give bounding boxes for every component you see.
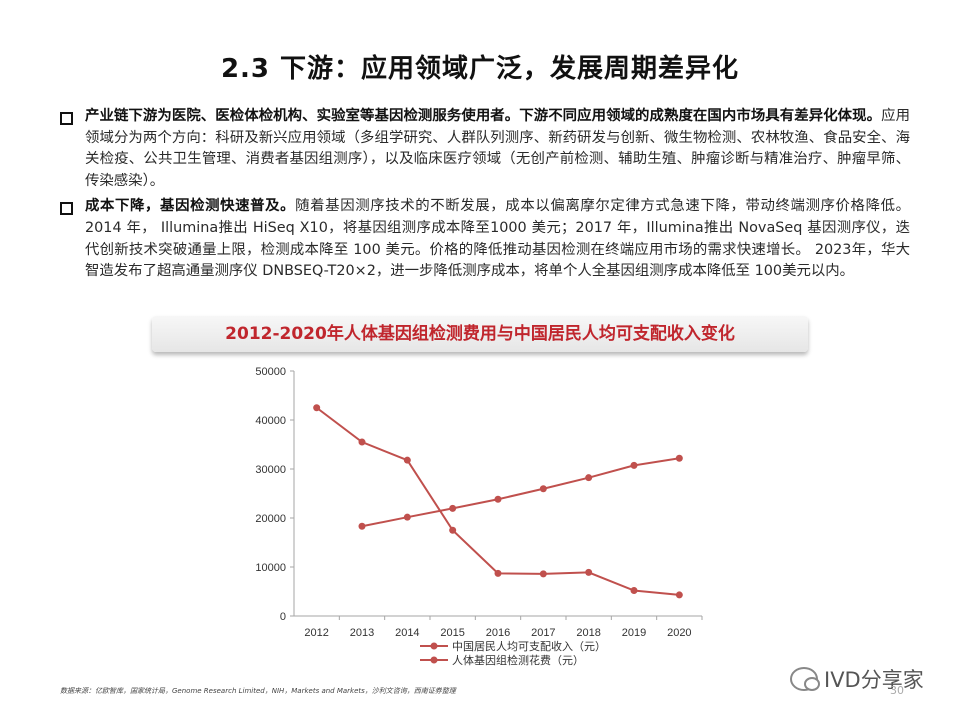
x-tick-label: 2016 (486, 627, 510, 639)
legend-marker-2 (430, 656, 438, 664)
series-point-2 (313, 404, 321, 412)
bullet-item-downstream: 产业链下游为医院、医检体检机构、实验室等基因检测服务使用者。下游不同应用领域的成… (60, 106, 910, 192)
square-bullet-icon (60, 112, 73, 125)
series-point-1 (494, 495, 502, 503)
series-point-1 (358, 522, 366, 530)
legend-label-2: 人体基因组检测花费（元） (452, 653, 584, 667)
y-tick-label: 0 (280, 611, 286, 623)
series-point-1 (675, 454, 683, 462)
wechat-logo-icon (790, 667, 820, 691)
watermark-text: IVD分享家 (824, 668, 924, 692)
x-tick-label: 2013 (350, 627, 374, 639)
watermark: IVD分享家 (790, 664, 924, 694)
chart-title-banner: 2012-2020年人体基因组检测费用与中国居民人均可支配收入变化 (152, 316, 808, 352)
x-tick-label: 2018 (576, 627, 600, 639)
y-tick-label: 50000 (255, 366, 286, 378)
series-point-2 (630, 587, 638, 595)
series-point-2 (494, 569, 502, 577)
bullet-bold: 产业链下游为医院、医检体检机构、实验室等基因检测服务使用者。下游不同应用领域的成… (85, 108, 882, 124)
series-point-1 (403, 513, 411, 521)
legend-label-1: 中国居民人均可支配收入（元） (452, 639, 606, 653)
square-bullet-icon (60, 202, 73, 216)
source-note: 数据来源：亿欧智库，国家统计局，Genome Research Limited，… (60, 687, 456, 695)
series-point-2 (585, 568, 593, 576)
series-point-2 (403, 456, 411, 464)
bullet-item-cost: 成本下降，基因检测快速普及。随着基因测序技术的不断发展，成本以偏离摩尔定律方式急… (60, 196, 910, 282)
bullet-bold: 成本下降，基因检测快速普及。 (85, 198, 296, 215)
y-tick-label: 20000 (255, 513, 286, 525)
bullet-list: 产业链下游为医院、医检体检机构、实验室等基因检测服务使用者。下游不同应用领域的成… (60, 106, 910, 287)
series-point-2 (675, 591, 683, 599)
page-number: 30 (890, 684, 904, 697)
x-tick-label: 2015 (440, 627, 464, 639)
legend-marker-1 (430, 642, 438, 650)
x-tick-label: 2017 (531, 627, 555, 639)
x-tick-label: 2014 (395, 627, 419, 639)
series-point-2 (539, 570, 547, 578)
y-tick-label: 30000 (255, 464, 286, 476)
slide-title: 2.3 下游：应用领域广泛，发展周期差异化 (220, 54, 740, 84)
y-tick-label: 10000 (255, 562, 286, 574)
y-tick-label: 40000 (255, 415, 286, 427)
series-point-1 (630, 461, 638, 469)
bullet-text: 产业链下游为医院、医检体检机构、实验室等基因检测服务使用者。下游不同应用领域的成… (85, 106, 910, 192)
x-tick-label: 2012 (304, 627, 328, 639)
bullet-body: 随着基因测序技术的不断发展，成本以偏离摩尔定律方式急速下降，带动终端测序价格降低… (85, 198, 910, 280)
series-point-1 (449, 504, 457, 512)
bullet-text: 成本下降，基因检测快速普及。随着基因测序技术的不断发展，成本以偏离摩尔定律方式急… (85, 196, 910, 282)
bullet-body: 应用领域分为两个方向：科研及新兴应用领域（多组学研究、人群队列测序、新药研发与创… (85, 108, 910, 189)
series-point-2 (449, 526, 457, 534)
series-point-1 (585, 474, 593, 482)
x-tick-label: 2020 (667, 627, 691, 639)
x-tick-label: 2019 (622, 627, 646, 639)
series-line-1 (361, 457, 680, 528)
series-point-2 (358, 438, 366, 446)
series-point-1 (539, 485, 547, 493)
